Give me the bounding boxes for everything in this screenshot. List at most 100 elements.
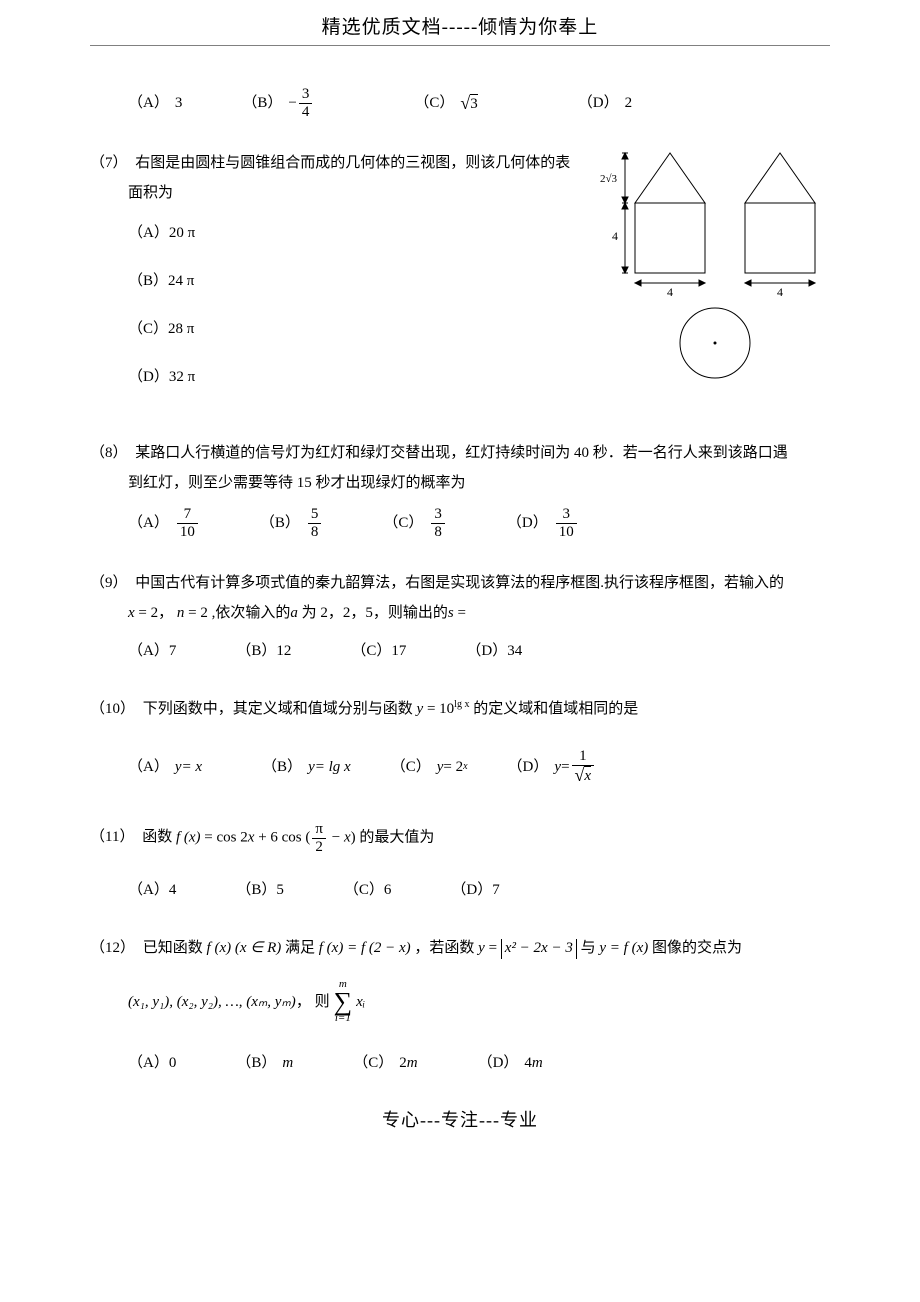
close: ) [351,829,356,845]
exponent: lg x [454,699,469,710]
fraction: 5 8 [308,506,322,540]
then: ， 则 [296,987,330,1017]
q-number: （11） [90,822,134,852]
denominator: 10 [556,523,577,541]
sum-body: xᵢ [356,987,365,1017]
q7-opt-d: （D）32 π [128,362,540,392]
sum-bot: i=1 [335,1013,351,1024]
sqrt-body: 3 [470,94,478,112]
q-number: （8） [90,438,128,468]
q-number: （10） [90,694,135,724]
opt-label: （A） [128,508,169,538]
q12-opt-c: （C） 2m [353,1048,417,1078]
q9-opt-d: （D）34 [466,636,522,666]
fraction: 3 4 [299,86,313,120]
f-lhs: f (x) [176,829,201,845]
lhs: y [554,752,561,782]
fraction: 3 10 [556,506,577,540]
numerator: 3 [431,506,445,523]
q-text-post: 的最大值为 [359,829,434,845]
header-title: 精选优质文档-----倾情为你奉上 [90,12,830,45]
q12-opt-d: （D） 4m [478,1048,543,1078]
eq: = 10 [423,701,454,717]
opt-label: （D） [508,752,549,782]
minus: − [328,829,344,845]
opt-label: （B） [236,1048,276,1078]
var-x: x [128,605,135,621]
q11-opt-b: （B）5 [236,875,284,905]
eq: = 2 [135,605,158,621]
q-number: （12） [90,933,135,963]
var-a: a [290,605,298,621]
lhs: y [437,752,444,782]
numerator: 5 [308,506,322,523]
q-text: 中国古代有计算多项式值的秦九韶算法，右图是实现该算法的程序框图.执行该程序框图，… [135,575,784,591]
rhs-exp: x [463,757,467,777]
rhs: = lg x [315,752,351,782]
q8-opt-d: （D） 3 10 [507,506,579,540]
opt-value: 3 [175,88,183,118]
opt-value: 4m [524,1048,542,1078]
text: 为 2，2，5，则输出的 [298,605,448,621]
q6-opt-a: （A） 3 [128,88,182,118]
lhs: y [175,752,182,782]
q10-opt-d: （D） y = 1 √x [508,748,597,785]
q-text: 下列函数中，其定义域和值域分别与函数 [143,701,417,717]
denominator: 8 [431,523,445,541]
dim-label: 4 [777,285,783,299]
footer-text: 专心---专注---专业 [90,1106,830,1132]
sqrt-icon: √x [575,766,592,784]
opt-label: （B） [262,752,302,782]
abs-value: x² − 2x − 3 [501,939,577,959]
q11-opt-d: （D）7 [451,875,499,905]
dim-label: 2√3 [600,173,618,185]
numerator: π [312,821,326,838]
opt-label: （D） [578,88,619,118]
opt-label: （B） [242,88,282,118]
q6-opt-c: （C） √3 [414,88,477,118]
q7-opt-b: （B）24 π [128,266,540,296]
text-mid: 与 [581,940,600,956]
var-y: y [478,940,485,956]
opt-value: 2m [399,1048,417,1078]
q10-opt-c: （C） y = 2x [391,752,468,782]
q7-opt-c: （C）28 π [128,314,540,344]
q6-opt-d: （D） 2 [578,88,632,118]
opt-label: （D） [507,508,548,538]
q-text-pre: 函数 [142,829,176,845]
q8-opt-c: （C） 3 8 [383,506,447,540]
rhs-base: = 2 [443,752,463,782]
opt-label: （C） [414,88,454,118]
q6-options: （A） 3 （B） − 3 4 （C） √3 （D） 2 [90,86,830,120]
q10-opt-a: （A） y = x [128,752,202,782]
lhs: y [308,752,315,782]
q10-opt-b: （B） y = lg x [262,752,351,782]
rhs: = x [182,752,203,782]
q8-opt-b: （B） 5 8 [260,506,324,540]
dim-label: 4 [667,285,673,299]
q-text-post: 的定义域和值域相同的是 [473,701,638,717]
opt-label: （B） [260,508,300,538]
q12-opt-a: （A）0 [128,1048,176,1078]
opt-value: 2 [625,88,633,118]
q9-opt-a: （A）7 [128,636,176,666]
abs-body: x² − 2x − 3 [505,940,573,956]
q8-opt-a: （A） 7 10 [128,506,200,540]
opt-label: （A） [128,752,169,782]
var-x: x [344,829,351,845]
question-8: （8） 某路口人行横道的信号灯为红灯和绿灯交替出现，红灯持续时间为 40 秒．若… [90,438,830,540]
eq: = f (x) [606,940,648,956]
f1: f (x) (x ∈ R) [207,940,282,956]
question-7: （7） 右图是由圆柱与圆锥组合而成的几何体的三视图，则该几何体的表 面积为 （A… [90,148,830,410]
eq: = [485,940,501,956]
q-number: （7） [90,148,128,178]
dim-label: 4 [612,229,618,243]
question-12: （12） 已知函数 f (x) (x ∈ R) 满足 f (x) = f (2 … [90,933,830,1078]
text: ,依次输入的 [208,605,291,621]
eq: = [561,752,569,782]
question-11: （11） 函数 f (x) = cos 2x + 6 cos ( π 2 − x… [90,821,830,905]
question-10: （10） 下列函数中，其定义域和值域分别与函数 y = 10lg x 的定义域和… [90,694,830,785]
opt-label: （D） [478,1048,519,1078]
denominator: 2 [312,838,326,856]
q-text-post: 图像的交点为 [652,940,742,956]
